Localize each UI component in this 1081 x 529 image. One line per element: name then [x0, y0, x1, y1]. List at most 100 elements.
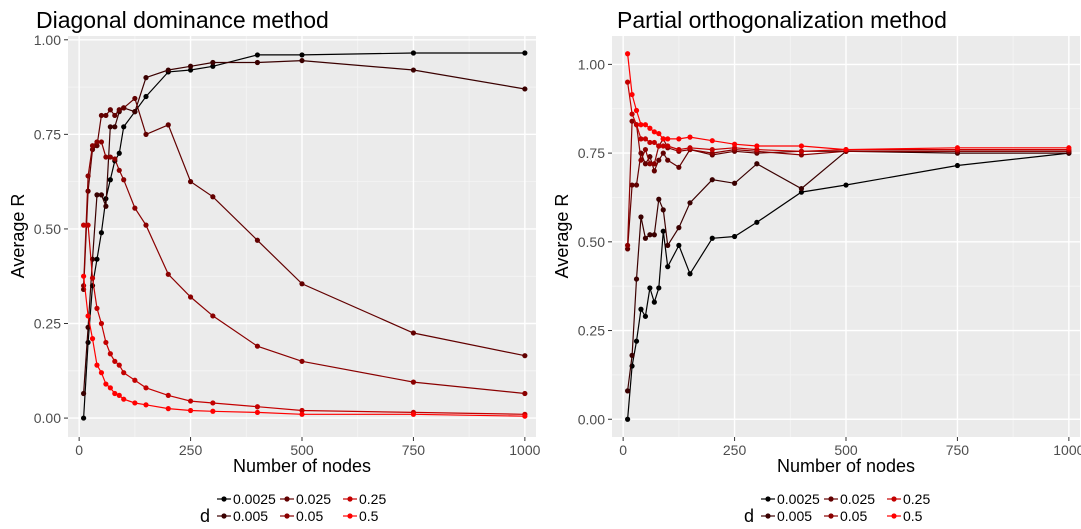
data-point	[410, 379, 417, 385]
data-point	[116, 392, 122, 398]
data-point	[651, 232, 657, 238]
data-point	[187, 63, 194, 69]
data-point	[210, 400, 216, 406]
legend-key-point	[828, 513, 834, 519]
data-point	[210, 59, 216, 66]
series-group	[625, 51, 1072, 422]
y-tick-label: 0.00	[34, 410, 61, 426]
data-point	[116, 167, 122, 173]
x-tick-label: 750	[402, 442, 426, 458]
data-point	[299, 407, 305, 414]
data-point	[121, 396, 127, 402]
data-point	[656, 157, 662, 163]
data-point	[754, 219, 760, 225]
data-point	[633, 182, 640, 188]
data-point	[98, 139, 105, 145]
data-point	[121, 124, 127, 130]
data-point	[89, 336, 96, 342]
data-point	[210, 63, 216, 69]
data-point	[89, 143, 96, 149]
data-point	[143, 75, 149, 81]
data-point	[676, 225, 682, 231]
data-point	[687, 145, 693, 151]
data-point	[94, 256, 100, 262]
y-tick-label: 1.00	[578, 56, 605, 72]
legend-key-point	[765, 496, 771, 502]
data-point	[103, 339, 109, 346]
data-point	[112, 124, 118, 130]
data-point	[638, 122, 644, 128]
data-point	[709, 235, 715, 241]
legend-label: 0.025	[840, 491, 875, 507]
data-point	[651, 299, 657, 305]
data-point	[660, 150, 666, 156]
data-point	[633, 338, 640, 344]
legend-key-point	[347, 513, 353, 519]
data-point	[656, 196, 662, 202]
legend-key-point	[221, 496, 227, 502]
data-point	[254, 404, 261, 410]
data-point	[625, 51, 631, 57]
legend-label: 0.005	[777, 508, 812, 524]
data-point	[638, 214, 644, 220]
data-point	[647, 161, 653, 167]
data-point	[98, 112, 105, 119]
x-tick-label: 500	[290, 442, 314, 458]
data-point	[660, 228, 666, 234]
data-point	[143, 385, 149, 391]
data-point	[299, 411, 305, 417]
data-point	[116, 150, 122, 156]
data-point	[121, 105, 127, 111]
data-point	[687, 200, 693, 206]
data-point	[798, 148, 805, 154]
panel-diagonal-dominance: Diagonal dominance method 0.000.250.500.…	[8, 7, 541, 526]
data-point	[633, 276, 640, 282]
data-point	[85, 173, 91, 179]
data-point	[94, 139, 100, 145]
y-axis: 0.00 0.25 0.50 0.75 1.00	[34, 32, 68, 426]
data-point	[85, 222, 91, 228]
data-point	[103, 381, 109, 387]
y-axis: 0.00 0.25 0.50 0.75 1.00	[578, 56, 612, 427]
data-point	[98, 320, 105, 327]
data-point	[629, 118, 635, 124]
data-point	[647, 285, 653, 291]
x-tick-label: 1000	[1053, 442, 1081, 458]
data-point	[210, 408, 216, 414]
data-point	[187, 294, 194, 300]
data-point	[676, 146, 682, 153]
data-point	[410, 411, 417, 417]
data-point	[112, 358, 118, 364]
data-point	[522, 86, 528, 92]
data-point	[85, 313, 91, 319]
data-point	[187, 179, 194, 185]
data-point	[187, 398, 194, 404]
data-point	[709, 146, 715, 153]
data-point	[522, 413, 528, 419]
gridlines	[68, 36, 536, 437]
data-point	[954, 162, 961, 169]
data-point	[651, 168, 657, 174]
x-axis: 0 250 500 750 1000	[75, 437, 541, 458]
data-point	[731, 141, 738, 147]
data-point	[132, 205, 138, 211]
data-point	[121, 370, 127, 376]
data-point	[629, 111, 635, 117]
x-tick-label: 1000	[509, 442, 540, 458]
data-point	[642, 146, 649, 153]
data-point	[89, 275, 96, 281]
data-point	[112, 390, 118, 397]
data-point	[1066, 145, 1072, 151]
gridlines	[612, 36, 1080, 437]
data-point	[647, 139, 653, 146]
legend-label: 0.025	[296, 491, 331, 507]
series-group	[81, 50, 528, 421]
data-point	[254, 343, 261, 349]
data-point	[81, 273, 87, 279]
x-tick-label: 750	[946, 442, 970, 458]
data-point	[103, 203, 109, 209]
data-point	[709, 138, 715, 144]
data-point	[132, 95, 138, 102]
